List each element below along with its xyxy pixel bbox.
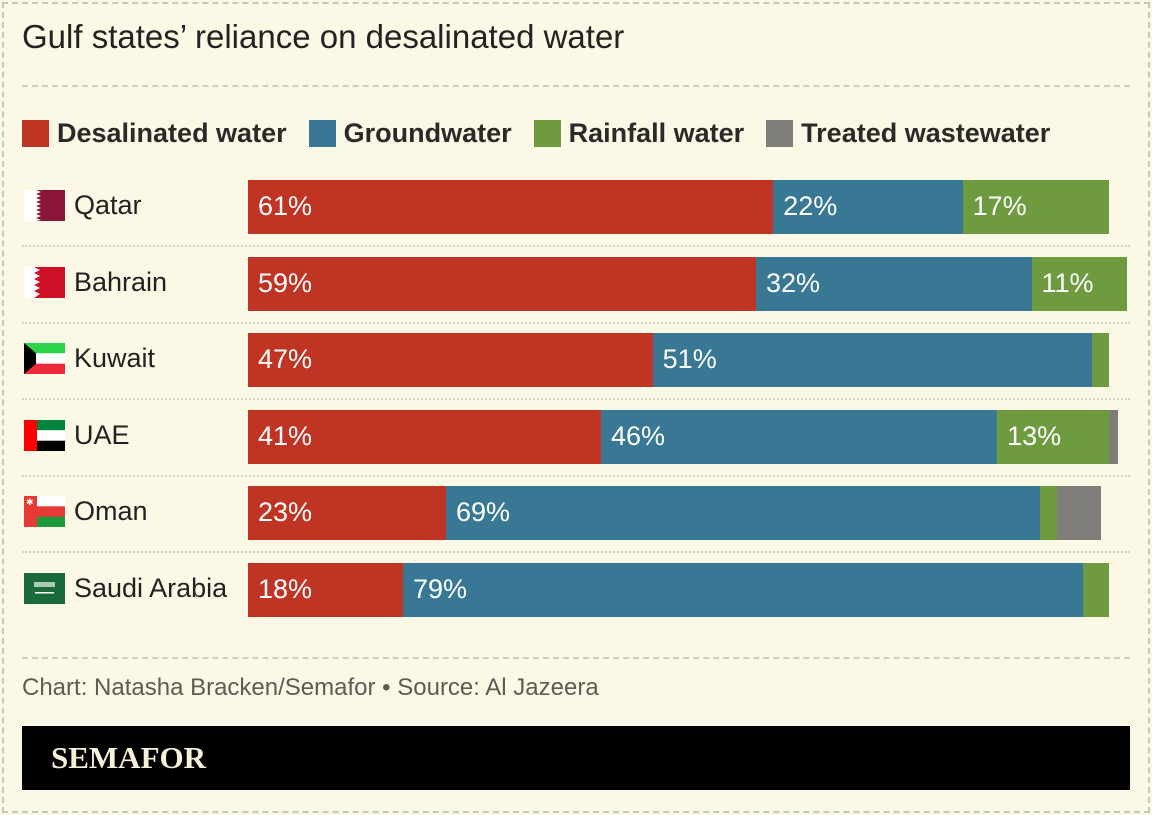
data-label: 51% [662, 344, 717, 375]
brand-bar: SEMAFOR [22, 726, 1130, 790]
data-label: 59% [258, 267, 313, 298]
data-label: 22% [783, 191, 838, 221]
data-label: 18% [258, 574, 313, 604]
divider [22, 657, 1130, 659]
bar-segment-desalinated-water: 18% [248, 563, 404, 617]
data-label: 61% [258, 191, 313, 221]
bar-segment-groundwater: 32% [755, 256, 1032, 311]
data-label: 11% [1041, 267, 1094, 298]
category-label: Kuwait [74, 343, 156, 374]
bar-row: Kuwait 47% 51% [22, 333, 1130, 388]
data-label: 69% [456, 497, 511, 528]
category-label: Bahrain [74, 266, 168, 297]
legend-label: Treated wastewater [801, 118, 1051, 148]
chart-title: Gulf states’ reliance on desalinated wat… [22, 18, 625, 55]
bar-row: Saudi Arabia 18% 79% [22, 563, 1130, 617]
saudi-arabia-flag-icon [24, 573, 65, 604]
legend-swatch [22, 120, 49, 147]
data-label: 32% [765, 267, 821, 298]
qatar-flag-icon [24, 190, 65, 221]
bar-segment-desalinated-water: 23% [248, 486, 447, 541]
data-label: 79% [412, 574, 468, 604]
row-separator [22, 474, 1130, 477]
bar-row: Qatar 61% 22% 17% [22, 180, 1130, 234]
data-label: 47% [258, 344, 313, 375]
bar-row: ✱ Oman 23% 69% [22, 486, 1130, 541]
row-separator [22, 398, 1130, 401]
bar-segment-desalinated-water: 47% [248, 333, 654, 388]
bar-segment-rainfall-water [1083, 563, 1110, 617]
legend-swatch [533, 120, 561, 147]
legend-swatch [308, 120, 336, 147]
legend-swatch [766, 120, 794, 147]
row-separator [22, 245, 1130, 247]
row-separator [22, 321, 1130, 324]
bar-segment-rainfall-water [1091, 333, 1110, 388]
bar-segment-groundwater: 69% [446, 486, 1041, 541]
kuwait-flag-icon [24, 343, 65, 375]
data-label: 13% [1007, 420, 1062, 451]
divider [22, 85, 1130, 87]
bar-segment-groundwater: 51% [652, 333, 1093, 388]
legend-label: Groundwater [343, 118, 512, 148]
legend-item: Rainfall water [533, 118, 745, 149]
bar-row: UAE 41% 46% 13% [22, 409, 1130, 464]
source-credit: Chart: Natasha Bracken/Semafor • Source:… [22, 674, 599, 701]
oman-flag-icon: ✱ [24, 496, 65, 528]
bar-segment-desalinated-water: 59% [248, 256, 757, 311]
svg-text:✱: ✱ [26, 497, 34, 507]
bar-segment-groundwater: 46% [601, 409, 998, 464]
bar-segment-groundwater: 22% [773, 180, 964, 234]
data-label: 17% [972, 191, 1027, 221]
bar-segment-rainfall-water [1040, 486, 1058, 541]
bar-segment-rainfall-water: 13% [997, 409, 1110, 464]
bar-segment-desalinated-water: 41% [248, 409, 602, 464]
brand-logo: SEMAFOR [51, 740, 206, 775]
bar-segment-treated-wastewater [1109, 409, 1119, 464]
bar-segment-rainfall-water: 17% [962, 180, 1110, 234]
legend: Desalinated water Groundwater Rainfall wat… [22, 118, 1050, 149]
legend-label: Desalinated water [57, 118, 287, 148]
bar-segment-desalinated-water: 61% [248, 180, 774, 234]
row-separator [22, 551, 1130, 554]
legend-label: Rainfall water [568, 118, 745, 148]
legend-item: Desalinated water [22, 118, 287, 149]
bar-segment-rainfall-water: 11% [1031, 256, 1127, 311]
category-label: Qatar [74, 190, 142, 220]
bar-row: Bahrain 59% 32% 11% [22, 256, 1130, 311]
legend-item: Groundwater [308, 118, 512, 149]
category-label: Saudi Arabia [74, 573, 228, 603]
data-label: 46% [611, 420, 666, 451]
category-label: UAE [74, 419, 130, 450]
uae-flag-icon [24, 419, 65, 451]
legend-item: Treated wastewater [766, 118, 1050, 149]
bar-segment-groundwater: 79% [402, 563, 1084, 617]
data-label: 23% [258, 497, 313, 528]
bahrain-flag-icon [24, 266, 65, 298]
bar-segment-treated-wastewater [1057, 486, 1101, 541]
data-label: 41% [258, 420, 313, 451]
category-label: Oman [74, 496, 148, 527]
